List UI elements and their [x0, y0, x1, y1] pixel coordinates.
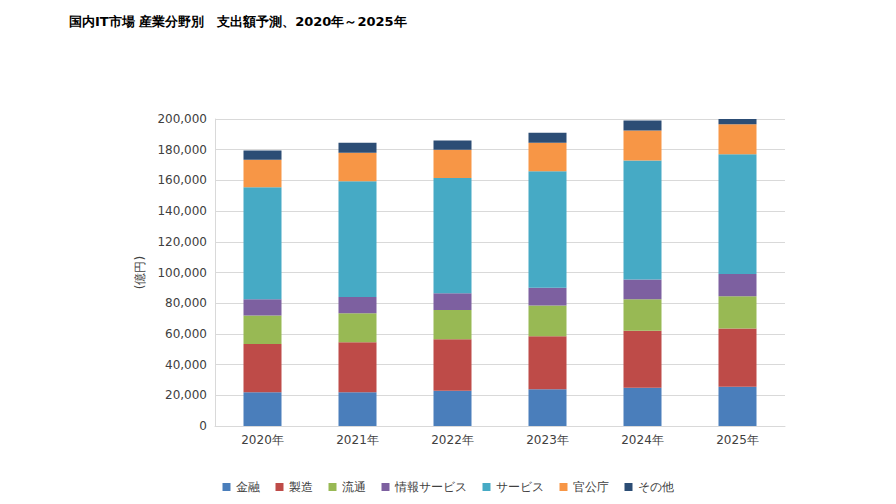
svg-text:金融: 金融: [236, 480, 260, 494]
svg-text:情報サービス: 情報サービス: [394, 480, 467, 494]
svg-text:120,000: 120,000: [157, 235, 207, 249]
svg-text:60,000: 60,000: [165, 327, 207, 341]
svg-text:製造: 製造: [289, 480, 313, 494]
svg-text:200,000: 200,000: [157, 112, 207, 126]
svg-text:180,000: 180,000: [157, 143, 207, 157]
svg-text:140,000: 140,000: [157, 204, 207, 218]
svg-text:2024年: 2024年: [621, 433, 664, 447]
svg-text:国内IT市場 産業分野別 支出額予測、2020年～2025年: 国内IT市場 産業分野別 支出額予測、2020年～2025年: [69, 14, 407, 29]
svg-text:160,000: 160,000: [157, 173, 207, 187]
svg-text:2025年: 2025年: [716, 433, 759, 447]
svg-text:20,000: 20,000: [165, 388, 207, 402]
svg-text:(億円): (億円): [133, 256, 147, 289]
svg-text:2023年: 2023年: [526, 433, 569, 447]
svg-text:官公庁: 官公庁: [573, 480, 609, 494]
svg-text:0: 0: [199, 419, 207, 433]
svg-text:サービス: サービス: [496, 480, 544, 494]
svg-text:100,000: 100,000: [157, 266, 207, 280]
svg-text:80,000: 80,000: [165, 296, 207, 310]
svg-text:2021年: 2021年: [336, 433, 379, 447]
svg-text:40,000: 40,000: [165, 358, 207, 372]
svg-text:2020年: 2020年: [241, 433, 284, 447]
svg-text:2022年: 2022年: [431, 433, 474, 447]
svg-text:流通: 流通: [342, 480, 366, 494]
svg-text:その他: その他: [638, 480, 674, 494]
